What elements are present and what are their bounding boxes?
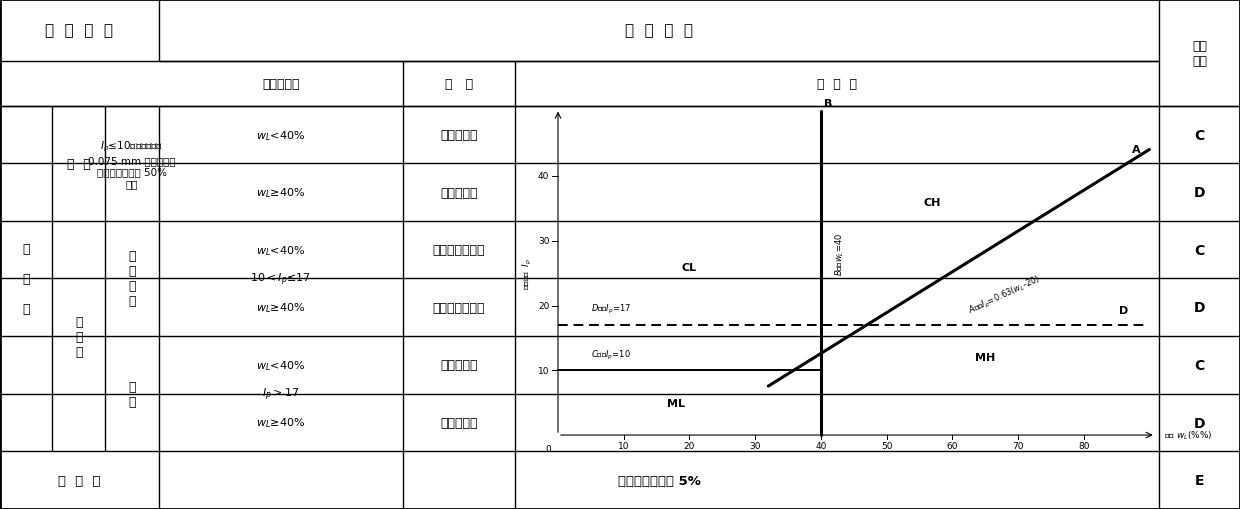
Text: 低液限粉土: 低液限粉土 bbox=[440, 129, 477, 142]
Text: 液限 $w_L$(%%): 液限 $w_L$(%%) bbox=[1164, 429, 1213, 441]
Text: $w_L$≥40%: $w_L$≥40% bbox=[257, 416, 305, 430]
Text: 细

粒

土: 细 粒 土 bbox=[22, 243, 30, 316]
Text: D: D bbox=[1118, 305, 1128, 316]
Text: $A$线：$I_p$=0.63($w_L$-20): $A$线：$I_p$=0.63($w_L$-20) bbox=[966, 272, 1043, 317]
Text: $B$线：$w_L$=40: $B$线：$w_L$=40 bbox=[833, 233, 846, 276]
Text: B: B bbox=[825, 99, 832, 109]
Text: 20: 20 bbox=[538, 301, 549, 310]
Text: 名   称: 名 称 bbox=[445, 78, 472, 91]
Text: $D$线：$I_p$=17: $D$线：$I_p$=17 bbox=[591, 302, 631, 316]
Text: 0: 0 bbox=[546, 444, 551, 454]
Text: $w_L$<40%: $w_L$<40% bbox=[257, 128, 305, 143]
Text: 80: 80 bbox=[1078, 441, 1090, 450]
Text: 有  机  土: 有 机 土 bbox=[58, 474, 100, 487]
Text: 30: 30 bbox=[749, 441, 761, 450]
Text: CL: CL bbox=[682, 262, 697, 272]
Text: 液限含水率: 液限含水率 bbox=[262, 78, 300, 91]
Text: $10<I_p$≤17: $10<I_p$≤17 bbox=[250, 271, 311, 287]
Text: 高液限粉土: 高液限粉土 bbox=[440, 186, 477, 199]
Text: $w_L$≥40%: $w_L$≥40% bbox=[257, 301, 305, 315]
Text: 50: 50 bbox=[880, 441, 893, 450]
Text: 高液限粉质黏土: 高液限粉质黏土 bbox=[433, 301, 485, 314]
Text: MH: MH bbox=[975, 353, 996, 362]
Text: D: D bbox=[1194, 416, 1205, 430]
Text: C: C bbox=[1194, 358, 1205, 372]
Text: 粉
质
黏
土: 粉 质 黏 土 bbox=[128, 250, 136, 308]
Text: 70: 70 bbox=[1012, 441, 1024, 450]
Text: C: C bbox=[1194, 128, 1205, 143]
Text: 60: 60 bbox=[946, 441, 959, 450]
Text: E: E bbox=[1195, 473, 1204, 487]
Text: 30: 30 bbox=[538, 237, 549, 246]
Text: C: C bbox=[1194, 243, 1205, 257]
Text: 40: 40 bbox=[815, 441, 827, 450]
Text: $w_L$<40%: $w_L$<40% bbox=[257, 358, 305, 372]
Text: 二  级  定  名: 二 级 定 名 bbox=[625, 23, 693, 39]
Text: $C$线：$I_p$=10: $C$线：$I_p$=10 bbox=[591, 348, 631, 361]
Text: 黏
土: 黏 土 bbox=[128, 380, 136, 408]
Text: 填料
分组: 填料 分组 bbox=[1192, 40, 1208, 67]
Text: $I_p>17$: $I_p>17$ bbox=[262, 386, 300, 402]
Text: A: A bbox=[1132, 145, 1141, 155]
Text: $I_p$≤10，且粒径大于
0.075 mm 颗粒的质量
不超过全部质量 50%
的土: $I_p$≤10，且粒径大于 0.075 mm 颗粒的质量 不超过全部质量 50… bbox=[88, 139, 176, 189]
Text: 塑性指数  $I_p$: 塑性指数 $I_p$ bbox=[521, 258, 533, 290]
Text: 有机质含量大于 5%: 有机质含量大于 5% bbox=[618, 474, 701, 487]
Text: 一  级  定  名: 一 级 定 名 bbox=[46, 23, 113, 39]
Text: CH: CH bbox=[924, 197, 941, 208]
Text: D: D bbox=[1194, 186, 1205, 200]
Text: 高液限黏土: 高液限黏土 bbox=[440, 416, 477, 429]
Text: $w_L$<40%: $w_L$<40% bbox=[257, 243, 305, 257]
Text: 40: 40 bbox=[538, 172, 549, 181]
Text: 黏
性
土: 黏 性 土 bbox=[74, 315, 83, 358]
Text: 低液限粉质黏土: 低液限粉质黏土 bbox=[433, 244, 485, 257]
Text: 低液限黏土: 低液限黏土 bbox=[440, 359, 477, 372]
Text: D: D bbox=[1194, 301, 1205, 315]
Text: $w_L$≥40%: $w_L$≥40% bbox=[257, 186, 305, 200]
Text: 粉  土: 粉 土 bbox=[67, 158, 91, 171]
Text: 20: 20 bbox=[683, 441, 696, 450]
Text: 10: 10 bbox=[538, 366, 549, 375]
Text: 10: 10 bbox=[618, 441, 630, 450]
Text: 塑  性  图: 塑 性 图 bbox=[817, 78, 857, 91]
Text: ML: ML bbox=[667, 398, 686, 408]
